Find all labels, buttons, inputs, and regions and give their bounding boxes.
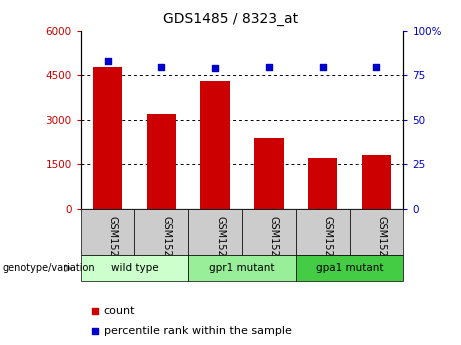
Bar	[135, 209, 188, 255]
Bar	[308, 158, 337, 209]
Point	[265, 64, 272, 69]
Bar	[81, 209, 135, 255]
Bar	[147, 114, 176, 209]
Text: GSM15275: GSM15275	[377, 216, 386, 269]
Bar	[188, 255, 296, 281]
Text: GDS1485 / 8323_at: GDS1485 / 8323_at	[163, 12, 298, 26]
Bar	[93, 67, 122, 209]
Point	[91, 308, 98, 313]
Bar	[296, 209, 349, 255]
Text: GSM15277: GSM15277	[215, 216, 225, 269]
Text: gpr1 mutant: gpr1 mutant	[209, 263, 275, 273]
Text: GSM15283: GSM15283	[161, 216, 171, 269]
Point	[104, 59, 111, 64]
Point	[91, 328, 98, 334]
Point	[319, 64, 326, 69]
Bar	[242, 209, 296, 255]
Text: gpa1 mutant: gpa1 mutant	[316, 263, 384, 273]
Bar	[188, 209, 242, 255]
Text: GSM15279: GSM15279	[269, 216, 279, 269]
Text: count: count	[104, 306, 135, 315]
Bar	[81, 255, 188, 281]
Text: wild type: wild type	[111, 263, 158, 273]
Text: GSM15273: GSM15273	[323, 216, 333, 269]
Bar	[362, 155, 391, 209]
Bar	[296, 255, 403, 281]
Text: genotype/variation: genotype/variation	[2, 263, 95, 273]
Bar	[254, 138, 284, 209]
Text: percentile rank within the sample: percentile rank within the sample	[104, 326, 292, 336]
Point	[373, 64, 380, 69]
Point	[158, 64, 165, 69]
Bar	[201, 81, 230, 209]
Bar	[349, 209, 403, 255]
Point	[212, 66, 219, 71]
Text: GSM15281: GSM15281	[107, 216, 118, 269]
